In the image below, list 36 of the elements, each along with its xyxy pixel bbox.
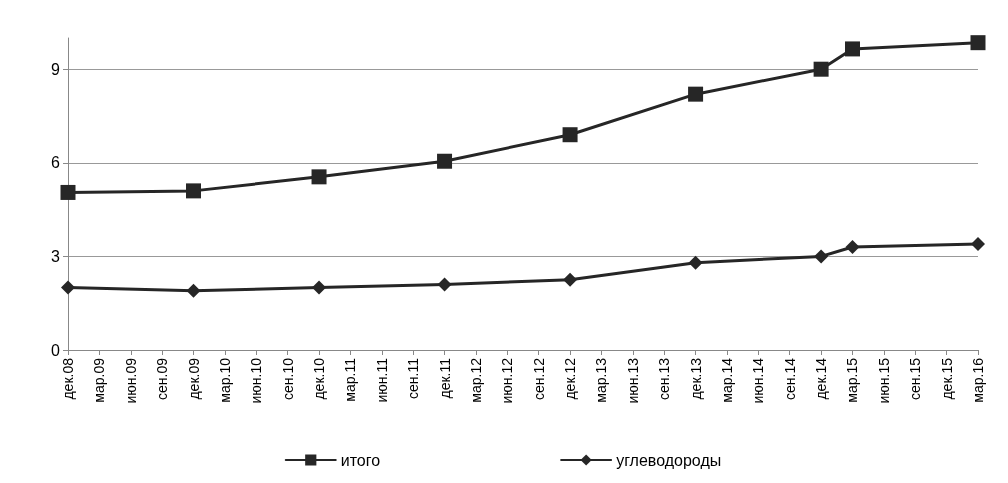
- x-tick-label: мар.14: [718, 357, 735, 403]
- x-tick-label: июн.13: [624, 357, 641, 404]
- x-tick-label: мар.13: [593, 357, 610, 403]
- x-tick-label: сен.09: [154, 357, 171, 400]
- x-tick-label: дек.13: [687, 357, 704, 400]
- x-tick-label: дек.14: [813, 357, 830, 400]
- legend-label: итого: [340, 451, 381, 469]
- x-tick-label: мар.09: [91, 357, 108, 403]
- x-tick-label: сен.12: [530, 357, 547, 400]
- x-tick-label: мар.12: [467, 357, 484, 403]
- x-tick-label: июн.15: [875, 357, 892, 404]
- y-tick-label: 3: [51, 247, 61, 265]
- x-tick-label: июн.14: [750, 357, 767, 404]
- x-tick-label: дек.08: [60, 357, 76, 400]
- x-tick-label: июн.11: [373, 357, 390, 403]
- x-tick-label: сен.10: [279, 357, 296, 400]
- x-tick-label: дек.09: [185, 357, 202, 400]
- x-tick-label: июн.10: [248, 357, 265, 404]
- y-tick-label: 0: [51, 341, 61, 359]
- x-tick-label: сен.15: [907, 357, 924, 400]
- x-tick-label: сен.13: [656, 357, 673, 400]
- x-tick-label: дек.11: [436, 357, 453, 399]
- x-tick-label: мар.11: [342, 357, 359, 402]
- x-tick-label: дек.15: [938, 357, 955, 400]
- x-tick-label: сен.11: [405, 357, 422, 399]
- x-tick-label: мар.10: [216, 357, 233, 403]
- x-tick-label: дек.10: [311, 357, 328, 400]
- legend-label: углеводороды: [616, 451, 722, 469]
- y-tick-label: 6: [51, 154, 61, 172]
- x-tick-label: мар.15: [844, 357, 861, 403]
- x-tick-label: сен.14: [781, 357, 798, 400]
- x-tick-label: июн.12: [499, 357, 516, 404]
- y-tick-label: 9: [51, 60, 61, 78]
- x-tick-label: мар.16: [970, 357, 986, 403]
- x-tick-label: дек.12: [562, 357, 579, 400]
- x-tick-label: июн.09: [122, 357, 139, 404]
